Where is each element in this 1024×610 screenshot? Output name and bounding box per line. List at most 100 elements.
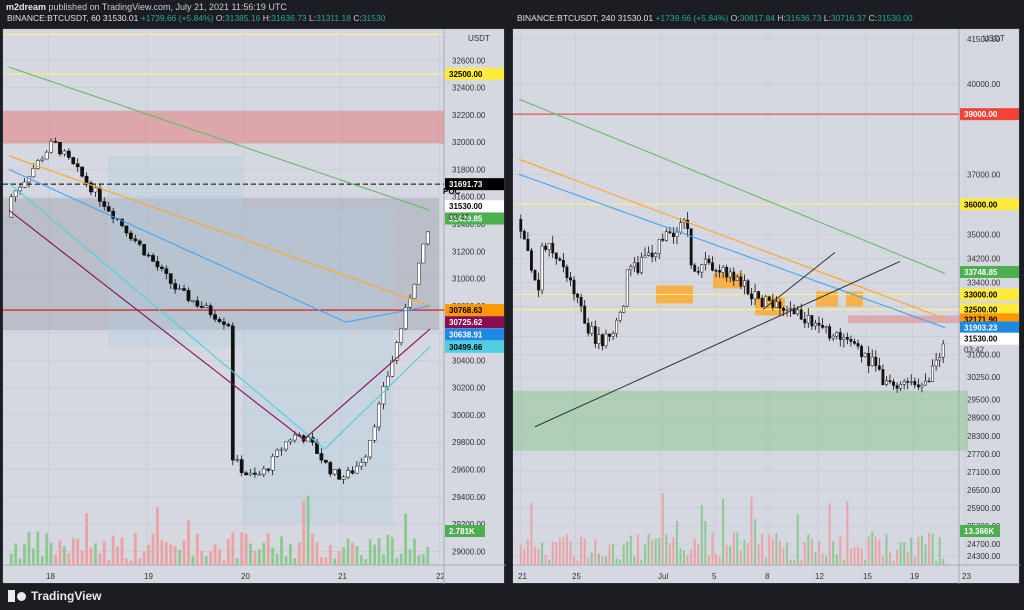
y-tick-label: 29800.00	[452, 438, 486, 447]
y-tick-label: 24700.00	[967, 540, 1001, 549]
chart-panel-1h[interactable]: BINANCE:BTCUSDT, 60 31530.01 +1739.66 (+…	[2, 13, 506, 585]
volume-bar	[629, 535, 632, 565]
candle-body	[248, 472, 253, 476]
candle-body	[341, 476, 346, 480]
volume-bar	[658, 537, 661, 565]
footer-bar: TradingView	[0, 584, 1024, 610]
candle-body	[146, 254, 151, 257]
volume-bar	[315, 542, 319, 565]
volume-bar	[636, 534, 639, 565]
candle-body	[874, 356, 878, 367]
volume-bar	[615, 558, 618, 565]
volume-bar	[594, 539, 597, 565]
volume-bar	[306, 495, 310, 565]
candle-body	[757, 291, 761, 299]
volume-badge-label: 13.366K	[964, 527, 994, 536]
volume-bar	[917, 536, 920, 565]
open-label: O:	[215, 13, 225, 23]
y-tick-label: 29500.00	[967, 396, 1001, 405]
high-value: 31636.73	[271, 13, 307, 23]
volume-bar	[640, 559, 643, 565]
zone-rect	[3, 110, 444, 144]
candle-body	[530, 250, 533, 271]
volume-bar	[519, 544, 522, 565]
chart-canvas-1h[interactable]: 32600.00 32400.00 32200.00 32000.00 31800.00…	[3, 29, 506, 585]
candle-body	[168, 273, 173, 284]
candle-body	[739, 276, 743, 287]
volume-bar	[622, 545, 625, 565]
volume-bar	[421, 554, 425, 565]
volume-bar	[849, 548, 852, 565]
candle-body	[537, 279, 540, 291]
candle-body	[838, 332, 842, 340]
volume-bar	[102, 541, 106, 565]
volume-bar	[697, 543, 700, 565]
candle-body	[888, 380, 892, 382]
candle-body	[239, 459, 244, 474]
volume-bar	[413, 538, 416, 565]
candle-body	[164, 268, 169, 274]
volume-bar	[732, 532, 735, 565]
publisher-text: published on TradingView.com, July 21, 2…	[48, 2, 287, 12]
candle-body	[75, 163, 80, 168]
volume-bar	[76, 538, 80, 565]
volume-bar	[736, 532, 739, 565]
volume-bar	[54, 554, 57, 565]
volume-bar	[626, 541, 629, 565]
open-value: 30817.84	[739, 13, 776, 23]
candle-body	[909, 381, 913, 383]
volume-bar	[729, 546, 732, 565]
chart-panel-4h[interactable]: BINANCE:BTCUSDT, 240 31530.01 +1739.66 (…	[512, 13, 1021, 585]
price-badge	[445, 178, 504, 191]
volume-bar	[328, 545, 332, 565]
candle-body	[533, 270, 537, 281]
volume-bar	[537, 549, 540, 565]
publisher-user: m2dream	[6, 2, 47, 12]
candle-body	[767, 296, 771, 301]
volume-bar	[395, 558, 399, 565]
tradingview-logo[interactable]: TradingView	[8, 589, 101, 603]
volume-bar	[178, 549, 182, 565]
x-tick-label: 18	[46, 572, 55, 581]
candle-body	[611, 333, 615, 337]
low-value: 30716.37	[830, 13, 867, 23]
volume-bar	[98, 553, 102, 565]
volume-bar	[23, 544, 26, 565]
volume-bar	[288, 543, 292, 565]
volume-bar	[18, 558, 22, 565]
candle-body	[743, 280, 746, 287]
volume-bar	[226, 539, 230, 565]
volume-bar	[551, 541, 554, 565]
volume-bar	[903, 541, 906, 565]
candle-body	[155, 261, 160, 268]
volume-bar	[164, 541, 168, 565]
candle-body	[40, 158, 45, 161]
x-tick-label: 15	[863, 572, 872, 581]
y-tick-label: 29600.00	[452, 466, 486, 475]
volume-bar	[832, 541, 835, 565]
candle-body	[332, 469, 337, 475]
candle-body	[124, 225, 129, 234]
candle-body	[760, 297, 764, 308]
candle-body	[217, 319, 222, 323]
candle-body	[319, 453, 324, 461]
close-label: C:	[353, 13, 362, 23]
volume-bar	[558, 537, 561, 565]
candle-body	[774, 301, 778, 308]
volume-bar	[125, 558, 128, 565]
volume-bar	[793, 559, 796, 565]
volume-bar	[764, 557, 767, 565]
volume-bar	[906, 551, 909, 565]
x-tick-label: 19	[144, 572, 153, 581]
close-value: 31530	[361, 13, 386, 23]
volume-badge	[960, 525, 1000, 537]
volume-bar	[204, 556, 208, 565]
close-value: 31530.00	[877, 13, 913, 23]
y-tick-label: 32000.00	[452, 138, 486, 147]
candle-body	[700, 264, 704, 273]
price-badge	[960, 288, 1019, 301]
candle-body	[386, 375, 390, 387]
y-tick-label: 30200.00	[452, 384, 486, 393]
candle-body	[279, 448, 284, 451]
chart-canvas-4h[interactable]: 41500.00 40000.00 39000.00 37000.00 36000.00…	[513, 29, 1021, 585]
